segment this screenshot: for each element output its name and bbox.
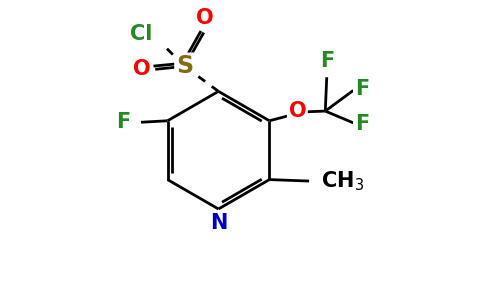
Text: O: O: [288, 101, 306, 121]
Text: F: F: [117, 112, 131, 132]
Text: Cl: Cl: [130, 24, 152, 44]
Text: O: O: [133, 59, 151, 79]
Text: F: F: [355, 114, 369, 134]
Text: S: S: [176, 54, 193, 78]
Text: CH$_3$: CH$_3$: [321, 169, 364, 193]
Text: O: O: [197, 8, 214, 28]
Text: F: F: [319, 51, 334, 71]
Text: N: N: [210, 213, 227, 233]
Text: F: F: [355, 79, 369, 99]
